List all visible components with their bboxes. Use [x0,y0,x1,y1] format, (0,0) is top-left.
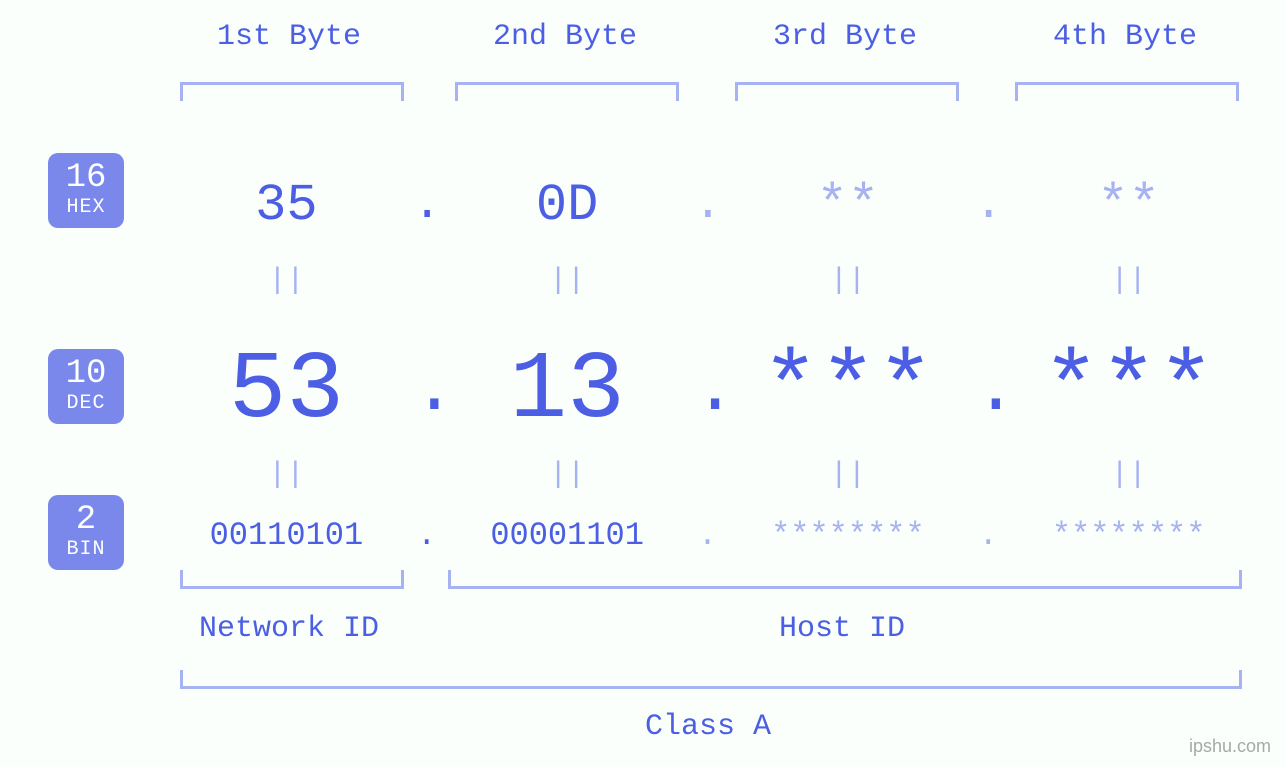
dec-byte-3: *** [722,336,975,445]
hex-dot-1: . [413,178,441,232]
eq-2-3: || [722,458,975,492]
label-network-id: Network ID [180,612,398,646]
top-bracket-2 [455,82,679,101]
badge-hex: 16 HEX [48,153,124,228]
byte-label-1: 1st Byte [164,20,414,54]
eq-2-4: || [1002,458,1255,492]
hex-dot-2: . [694,178,722,232]
eq-2-2: || [441,458,694,492]
hex-dot-3: . [974,178,1002,232]
badge-hex-num: 16 [48,161,124,197]
row-bin: 00110101 . 00001101 . ******** . *******… [160,510,1255,560]
bracket-host-id [448,570,1242,589]
equals-row-2: || || || || [160,458,1255,492]
badge-bin-sub: BIN [48,539,124,560]
equals-row-1: || || || || [160,264,1255,298]
dec-dot-2: . [694,349,722,431]
badge-bin-num: 2 [48,503,124,539]
badge-dec: 10 DEC [48,349,124,424]
top-bracket-1 [180,82,404,101]
hex-byte-4: ** [1002,176,1255,235]
bin-byte-4: ******** [1002,517,1255,554]
hex-byte-3: ** [722,176,975,235]
bin-byte-1: 00110101 [160,517,413,554]
label-class: Class A [180,710,1236,744]
badge-dec-sub: DEC [48,393,124,414]
dec-byte-4: *** [1002,336,1255,445]
row-hex: 35 . 0D . ** . ** [160,170,1255,240]
bin-dot-1: . [413,517,441,554]
eq-1-1: || [160,264,413,298]
bracket-network-id [180,570,404,589]
dec-byte-2: 13 [441,336,694,445]
eq-1-2: || [441,264,694,298]
bin-dot-3: . [974,517,1002,554]
row-dec: 53 . 13 . *** . *** [160,340,1255,440]
eq-1-3: || [722,264,975,298]
eq-2-1: || [160,458,413,492]
top-bracket-4 [1015,82,1239,101]
byte-label-2: 2nd Byte [440,20,690,54]
bin-dot-2: . [694,517,722,554]
dec-dot-3: . [974,349,1002,431]
dec-dot-1: . [413,349,441,431]
byte-label-3: 3rd Byte [720,20,970,54]
badge-dec-num: 10 [48,357,124,393]
eq-1-4: || [1002,264,1255,298]
watermark: ipshu.com [1189,736,1271,757]
dec-byte-1: 53 [160,336,413,445]
badge-hex-sub: HEX [48,197,124,218]
bin-byte-3: ******** [722,517,975,554]
byte-label-4: 4th Byte [1000,20,1250,54]
bin-byte-2: 00001101 [441,517,694,554]
ip-bytes-diagram: 1st Byte 2nd Byte 3rd Byte 4th Byte 16 H… [0,0,1285,767]
hex-byte-2: 0D [441,176,694,235]
badge-bin: 2 BIN [48,495,124,570]
hex-byte-1: 35 [160,176,413,235]
top-bracket-3 [735,82,959,101]
label-host-id: Host ID [448,612,1236,646]
bracket-class [180,670,1242,689]
